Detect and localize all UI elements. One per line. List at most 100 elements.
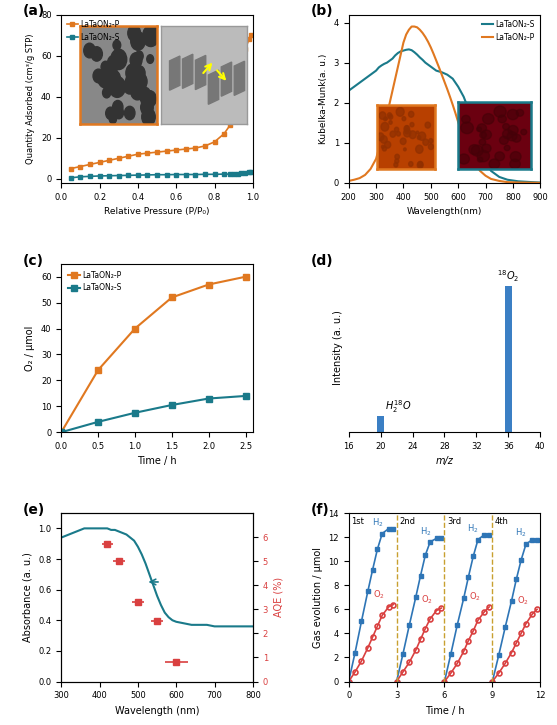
LaTaON₂-S	[408, 46, 415, 54]
LaTaON₂-P	[529, 178, 535, 187]
Text: (a): (a)	[23, 4, 45, 18]
LaTaON₂-P	[106, 156, 113, 165]
Y-axis label: Intensity (a. u.): Intensity (a. u.)	[333, 310, 343, 386]
LaTaON₂-S	[135, 171, 141, 180]
LaTaON₂-S	[246, 168, 252, 177]
Text: 1st: 1st	[351, 517, 364, 526]
X-axis label: Wavelength (nm): Wavelength (nm)	[115, 705, 199, 716]
Text: O$_2$: O$_2$	[421, 593, 433, 605]
LaTaON₂-S	[488, 167, 495, 175]
LaTaON₂-P	[496, 177, 502, 186]
LaTaON₂-S	[183, 170, 189, 179]
LaTaON₂-S	[471, 123, 478, 131]
LaTaON₂-P	[403, 30, 409, 39]
LaTaON₂-S	[211, 170, 218, 178]
LaTaON₂-S	[392, 51, 399, 59]
Y-axis label: AQE (%): AQE (%)	[273, 577, 284, 618]
LaTaON₂-S	[361, 75, 368, 83]
LaTaON₂-P	[115, 154, 122, 162]
LaTaON₂-S	[414, 50, 421, 59]
LaTaON₂-P	[351, 175, 358, 184]
LaTaON₂-P	[238, 62, 245, 70]
X-axis label: Relative Pressure (P/P₀): Relative Pressure (P/P₀)	[104, 207, 210, 216]
LaTaON₂-S	[394, 49, 401, 57]
LaTaON₂-P	[466, 149, 472, 157]
LaTaON₂-S	[378, 61, 385, 70]
LaTaON₂-P	[221, 129, 227, 138]
Text: $H_2^{18}O$: $H_2^{18}O$	[384, 398, 411, 415]
LaTaON₂-S	[444, 70, 451, 79]
LaTaON₂-P	[477, 167, 483, 175]
LaTaON₂-S	[163, 170, 170, 179]
LaTaON₂-S	[202, 170, 208, 178]
LaTaON₂-S	[125, 171, 131, 180]
LaTaON₂-P	[438, 70, 445, 79]
LaTaON₂-P	[125, 152, 131, 160]
LaTaON₂-S	[504, 175, 511, 184]
LaTaON₂-S	[356, 78, 363, 87]
X-axis label: Time / h: Time / h	[424, 705, 465, 716]
LaTaON₂-P	[387, 99, 393, 107]
LaTaON₂-P	[356, 174, 363, 183]
LaTaON₂-S	[87, 172, 94, 181]
LaTaON₂-S	[411, 48, 418, 57]
LaTaON₂-P	[405, 25, 412, 34]
LaTaON₂-P	[460, 134, 467, 143]
LaTaON₂-S	[95, 418, 101, 426]
LaTaON₂-P	[397, 50, 404, 59]
LaTaON₂-P	[144, 149, 151, 157]
Text: O$_2$: O$_2$	[469, 591, 481, 603]
LaTaON₂-P	[381, 123, 388, 131]
Text: H$_2$: H$_2$	[372, 516, 383, 529]
Text: 4th: 4th	[495, 517, 509, 526]
LaTaON₂-P	[242, 45, 248, 54]
LaTaON₂-S	[537, 178, 544, 187]
Y-axis label: Gas evolution / μmol: Gas evolution / μmol	[313, 547, 323, 647]
LaTaON₂-P	[411, 22, 418, 31]
LaTaON₂-P	[427, 43, 434, 51]
LaTaON₂-S	[206, 394, 212, 403]
LaTaON₂-S	[477, 143, 483, 152]
LaTaON₂-S	[173, 170, 179, 179]
LaTaON₂-P	[452, 109, 459, 117]
Text: (c): (c)	[23, 254, 44, 268]
LaTaON₂-P	[414, 23, 421, 32]
LaTaON₂-S	[466, 107, 472, 115]
Legend: LaTaON₂-P, LaTaON₂-S: LaTaON₂-P, LaTaON₂-S	[65, 268, 124, 296]
Text: H$_2$: H$_2$	[515, 527, 527, 539]
LaTaON₂-P	[400, 38, 407, 47]
Text: (d): (d)	[310, 254, 333, 268]
Line: LaTaON₂-S: LaTaON₂-S	[58, 392, 249, 436]
LaTaON₂-P	[384, 110, 390, 119]
Text: 3rd: 3rd	[447, 517, 461, 526]
Line: LaTaON₂-P: LaTaON₂-P	[58, 273, 249, 436]
LaTaON₂-S	[115, 171, 122, 180]
LaTaON₂-S	[131, 408, 138, 417]
LaTaON₂-P	[95, 365, 101, 374]
LaTaON₂-S	[515, 177, 522, 186]
LaTaON₂-S	[242, 392, 249, 400]
Text: O$_2$: O$_2$	[517, 594, 529, 607]
Text: O$_2$: O$_2$	[373, 588, 385, 601]
LaTaON₂-P	[345, 177, 352, 186]
LaTaON₂-P	[449, 100, 456, 109]
LaTaON₂-S	[77, 173, 84, 181]
Y-axis label: Kubelka-Munk(a. u.): Kubelka-Munk(a. u.)	[319, 54, 328, 144]
Text: $^{18}O_2$: $^{18}O_2$	[497, 269, 520, 284]
Y-axis label: Quantity Adsorbed (cm³/g STP): Quantity Adsorbed (cm³/g STP)	[26, 33, 35, 164]
LaTaON₂-P	[202, 141, 208, 150]
LaTaON₂-P	[173, 146, 179, 154]
LaTaON₂-P	[131, 324, 138, 333]
Legend: LaTaON₂-P, LaTaON₂-S: LaTaON₂-P, LaTaON₂-S	[65, 18, 121, 44]
LaTaON₂-P	[154, 148, 160, 157]
LaTaON₂-S	[154, 170, 160, 179]
LaTaON₂-P	[227, 121, 233, 130]
LaTaON₂-S	[387, 57, 393, 65]
LaTaON₂-P	[168, 293, 175, 302]
LaTaON₂-P	[417, 25, 423, 34]
LaTaON₂-P	[408, 22, 415, 31]
LaTaON₂-S	[227, 170, 233, 178]
LaTaON₂-P	[430, 49, 437, 58]
LaTaON₂-P	[77, 162, 84, 171]
LaTaON₂-P	[455, 117, 462, 126]
